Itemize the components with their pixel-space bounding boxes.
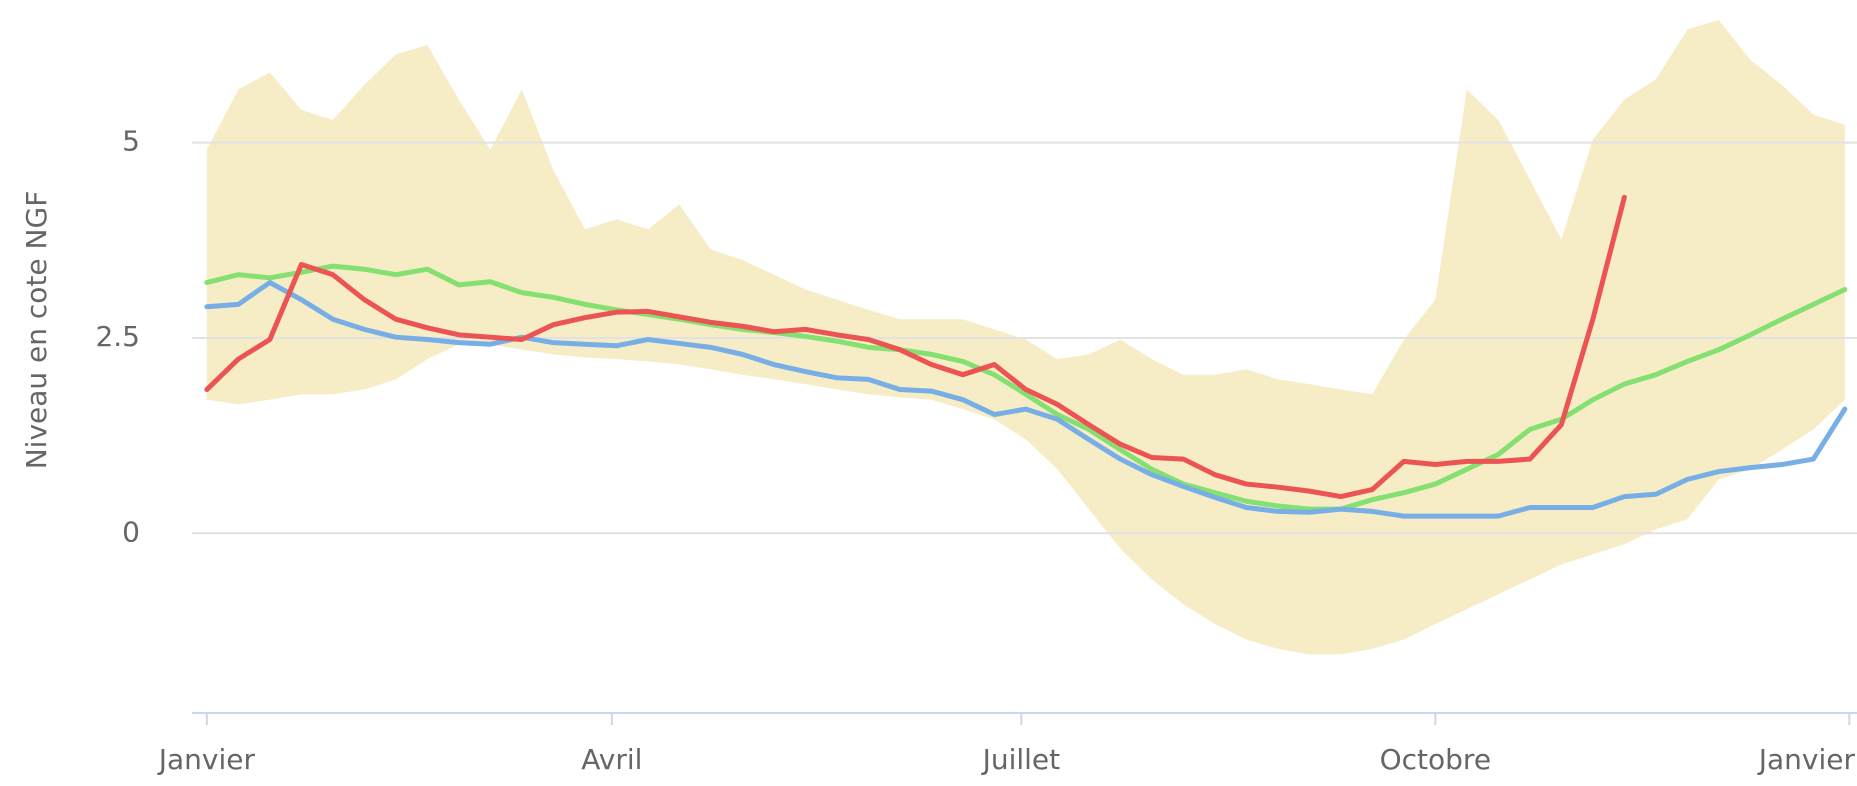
x-tick-label: Juillet [981, 743, 1061, 776]
range-band [206, 19, 1845, 655]
x-tick-label: Octobre [1380, 743, 1491, 776]
y-tick-label: 5 [122, 125, 140, 158]
x-tick-label: Janvier [157, 743, 256, 776]
series-line [204, 279, 1848, 519]
y-tick-label: 2.5 [95, 320, 140, 353]
x-tick-label: Janvier [1757, 743, 1856, 776]
y-tick-label: 0 [122, 515, 140, 548]
series-line [204, 263, 1848, 512]
x-tick-label: Avril [581, 743, 642, 776]
y-axis-label: Niveau en cote NGF [20, 191, 53, 470]
series-line [204, 194, 1627, 500]
